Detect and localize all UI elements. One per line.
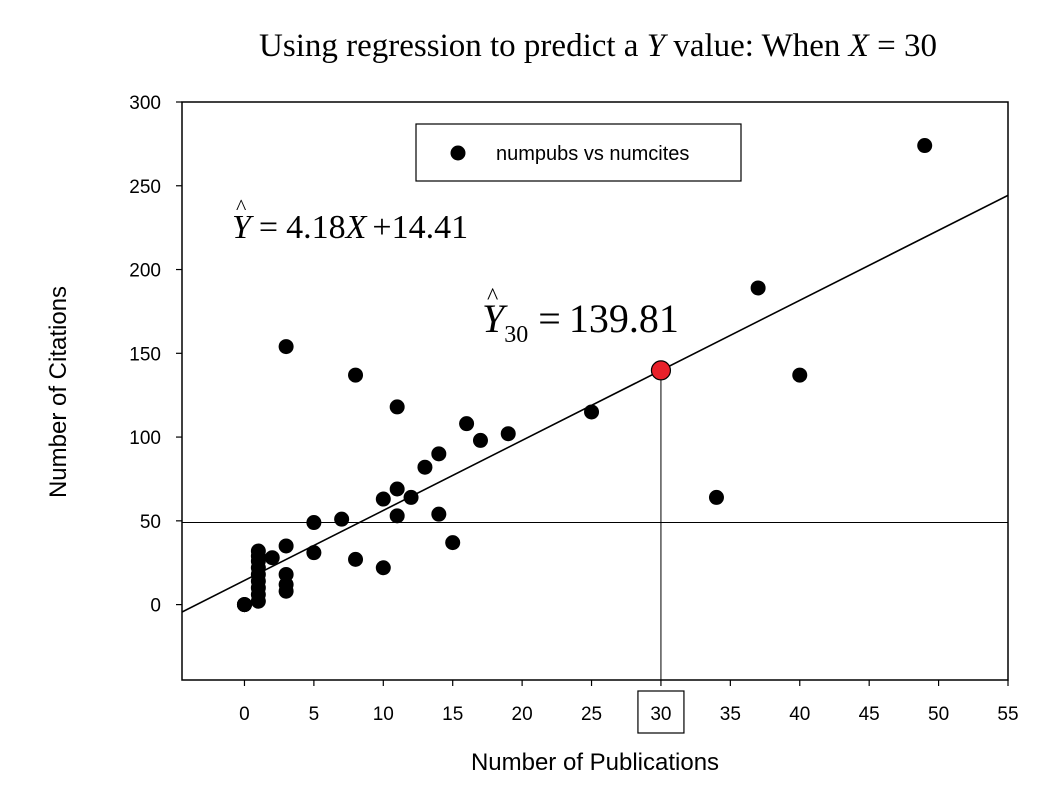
x-tick-label: 30 <box>650 704 671 725</box>
x-tick-label: 55 <box>997 704 1018 725</box>
title-suffix: = 30 <box>869 28 937 64</box>
svg-text:Y30=139.81: Y30 = 139.81 <box>482 296 679 348</box>
x-tick-30-highlight-box <box>637 690 685 734</box>
data-point <box>375 560 391 576</box>
y-tick-label: 300 <box>129 93 161 114</box>
prediction-annotation: Y30 = 139.81 ^ <box>482 284 679 348</box>
equation-slope: 4.18 <box>286 209 346 246</box>
legend-label: numpubs vs numcites <box>496 143 689 165</box>
plot-area <box>182 138 1008 680</box>
plot-frame <box>181 101 1009 681</box>
title-var-y: Y <box>647 28 669 64</box>
data-point <box>584 404 600 420</box>
data-point <box>445 535 461 551</box>
x-tick-label: 0 <box>239 704 250 725</box>
data-point <box>917 138 933 154</box>
data-point <box>264 550 280 566</box>
equation-var: X <box>344 209 368 246</box>
title-prefix: Using regression to predict a <box>259 28 647 64</box>
x-tick-label: 10 <box>373 704 394 725</box>
chart-title: Using regression to predict a Y value: W… <box>259 28 937 64</box>
equation-lhs: Y <box>232 209 254 246</box>
equation-equals: = <box>259 209 278 246</box>
legend-marker <box>450 145 466 161</box>
data-point <box>278 538 294 554</box>
title-var-x: X <box>847 28 871 64</box>
x-axis-label: Number of Publications <box>471 749 719 776</box>
data-point <box>250 543 266 559</box>
prediction-equals: = <box>538 296 561 341</box>
x-tick-label: 5 <box>309 704 320 725</box>
equation-plus: + <box>372 209 391 246</box>
x-tick-label: 35 <box>720 704 741 725</box>
equation-hat: ^ <box>236 194 247 219</box>
data-point <box>403 489 419 505</box>
y-tick-label: 150 <box>129 344 161 365</box>
prediction-subscript: 30 <box>504 322 528 348</box>
y-tick-label: 0 <box>150 596 161 617</box>
svg-text:Y=4.18X+14.41: Y = 4.18X +14.41 <box>232 209 468 246</box>
y-tick-label: 250 <box>129 177 161 198</box>
data-point <box>431 446 447 462</box>
axes: 0 5 10 15 20 25 30 35 40 45 50 55 0 50 100 150 200 250 300 <box>129 93 1018 725</box>
data-point <box>417 459 433 475</box>
regression-equation: Y = 4.18X +14.41 ^ <box>232 194 468 246</box>
data-point <box>472 432 488 448</box>
regression-line <box>182 194 1008 613</box>
data-point <box>459 416 475 432</box>
data-point <box>792 367 808 383</box>
x-tick-label: 50 <box>928 704 949 725</box>
data-point <box>278 566 294 582</box>
data-point <box>500 426 516 442</box>
equation-intercept: 14.41 <box>392 209 469 246</box>
x-tick-label: 45 <box>859 704 880 725</box>
legend-box <box>415 123 742 182</box>
y-tick-label: 50 <box>140 512 161 533</box>
prediction-value: 139.81 <box>569 296 679 341</box>
data-point <box>389 508 405 524</box>
prediction-hat: ^ <box>487 284 498 310</box>
data-point <box>278 339 294 355</box>
data-point <box>375 491 391 507</box>
y-axis-label: Number of Citations <box>45 286 72 498</box>
y-tick-label: 200 <box>129 261 161 282</box>
data-point <box>750 280 766 296</box>
x-tick-label: 25 <box>581 704 602 725</box>
data-point <box>236 597 252 613</box>
data-point <box>334 511 350 527</box>
data-point <box>389 399 405 415</box>
data-point <box>348 551 364 567</box>
title-middle: value: When <box>665 28 849 64</box>
data-point <box>708 489 724 505</box>
data-point <box>306 545 322 561</box>
legend: numpubs vs numcites <box>415 123 742 182</box>
data-point <box>348 367 364 383</box>
predicted-point <box>650 360 672 381</box>
prediction-lhs: Y <box>482 296 508 341</box>
x-tick-label: 40 <box>789 704 810 725</box>
data-point <box>389 481 405 497</box>
x-tick-label: 15 <box>442 704 463 725</box>
x-tick-label: 20 <box>512 704 533 725</box>
y-tick-label: 100 <box>129 428 161 449</box>
data-point <box>306 515 322 531</box>
data-point <box>431 506 447 522</box>
